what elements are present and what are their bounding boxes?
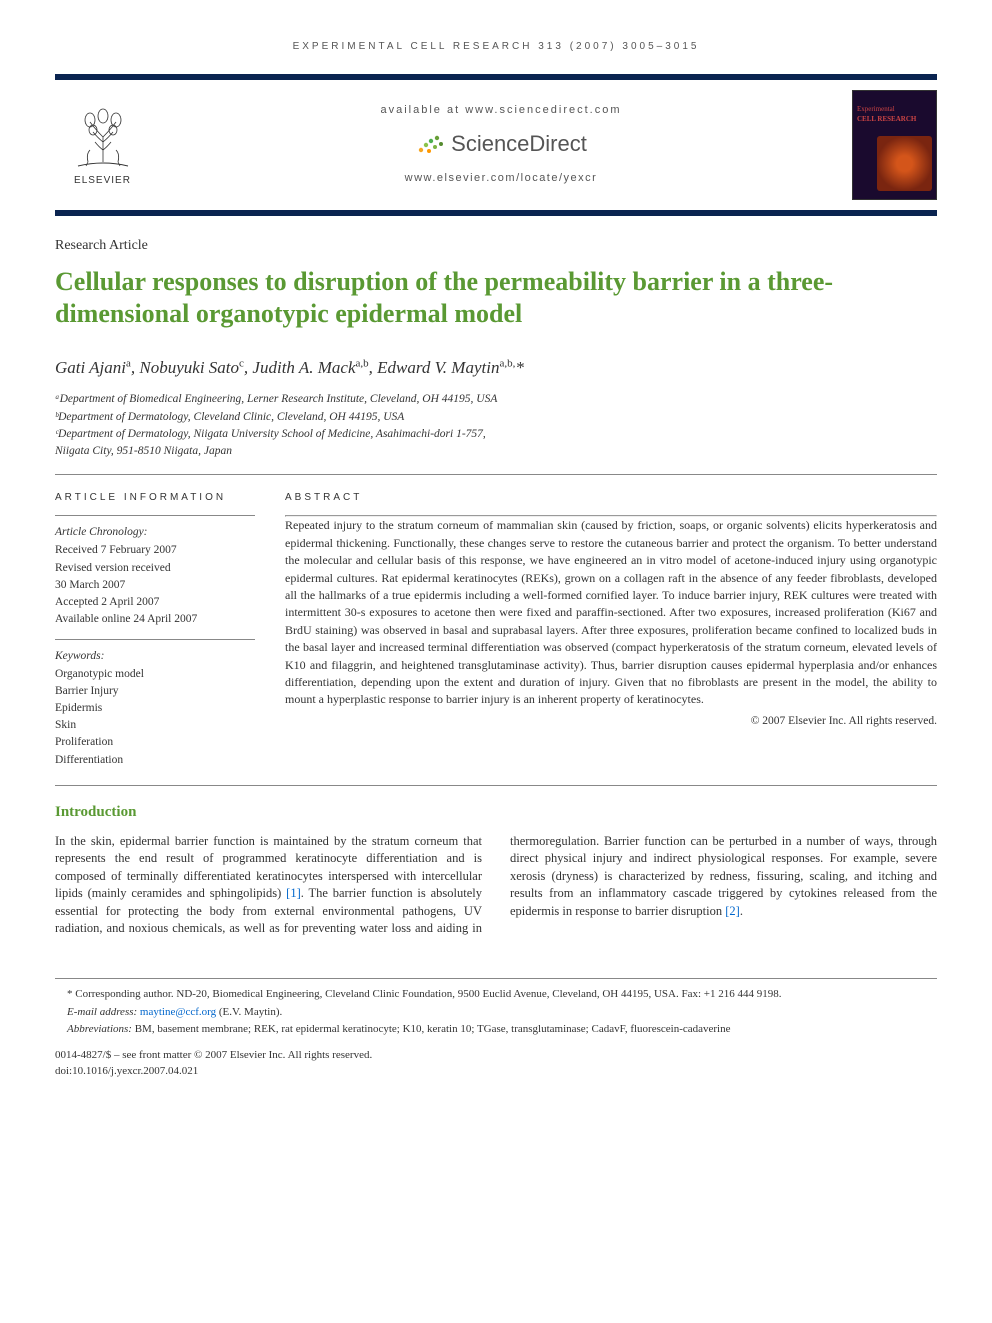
intro-text-2: . The barrier function is absolutely ess… bbox=[55, 834, 937, 936]
abstract-text: Repeated injury to the stratum corneum o… bbox=[285, 517, 937, 708]
email-person: (E.V. Maytin). bbox=[216, 1006, 282, 1018]
banner-center: available at www.sciencedirect.com Scien… bbox=[150, 103, 852, 187]
introduction-body: In the skin, epidermal barrier function … bbox=[55, 833, 937, 938]
email-link[interactable]: maytine@ccf.org bbox=[140, 1006, 216, 1018]
affiliation-c-line2: Niigata City, 951-8510 Niigata, Japan bbox=[55, 443, 937, 460]
author-2: Nobuyuki Satoc bbox=[139, 358, 244, 377]
affiliations: ᵃDepartment of Biomedical Engineering, L… bbox=[55, 391, 937, 460]
ref-link-2[interactable]: [2] bbox=[725, 904, 740, 918]
affiliation-a: ᵃDepartment of Biomedical Engineering, L… bbox=[55, 391, 937, 408]
article-title: Cellular responses to disruption of the … bbox=[55, 266, 937, 331]
abbrev-text: BM, basement membrane; REK, rat epiderma… bbox=[135, 1023, 731, 1035]
page-container: EXPERIMENTAL CELL RESEARCH 313 (2007) 30… bbox=[0, 0, 992, 1109]
keywords-label: Keywords: bbox=[55, 648, 255, 664]
keyword: Barrier Injury bbox=[55, 683, 255, 699]
ref-link-1[interactable]: [1] bbox=[286, 886, 301, 900]
author-1: Gati Ajania bbox=[55, 358, 131, 377]
email-line: E-mail address: maytine@ccf.org (E.V. Ma… bbox=[55, 1005, 937, 1021]
cover-image bbox=[877, 136, 932, 191]
sciencedirect-text: ScienceDirect bbox=[451, 129, 587, 160]
email-label: E-mail address: bbox=[67, 1006, 140, 1018]
sciencedirect-icon bbox=[415, 132, 445, 156]
elsevier-tree-icon bbox=[68, 102, 138, 172]
journal-cover-thumbnail: ExperimentalCELL RESEARCH bbox=[852, 90, 937, 200]
received-date: Received 7 February 2007 bbox=[55, 542, 255, 558]
intro-text-3: . bbox=[740, 904, 743, 918]
article-type: Research Article bbox=[55, 236, 937, 256]
abbrev-label: Abbreviations: bbox=[67, 1023, 135, 1035]
divider bbox=[55, 474, 937, 475]
corresponding-author: * Corresponding author. ND-20, Biomedica… bbox=[55, 987, 937, 1003]
divider bbox=[55, 785, 937, 786]
publication-info: 0014-4827/$ – see front matter © 2007 El… bbox=[55, 1048, 937, 1079]
keyword: Proliferation bbox=[55, 734, 255, 750]
cover-title: ExperimentalCELL RESEARCH bbox=[857, 105, 916, 125]
article-info-heading: ARTICLE INFORMATION bbox=[55, 491, 255, 505]
issn-line: 0014-4827/$ – see front matter © 2007 El… bbox=[55, 1048, 937, 1063]
divider bbox=[55, 515, 255, 516]
accepted-date: Accepted 2 April 2007 bbox=[55, 594, 255, 610]
abstract-column: ABSTRACT Repeated injury to the stratum … bbox=[285, 491, 937, 768]
author-3: Judith A. Macka,b bbox=[252, 358, 368, 377]
author-4: Edward V. Maytina,b,* bbox=[377, 358, 524, 377]
journal-url[interactable]: www.elsevier.com/locate/yexcr bbox=[150, 171, 852, 186]
introduction-heading: Introduction bbox=[55, 802, 937, 823]
divider bbox=[55, 639, 255, 640]
revised-label: Revised version received bbox=[55, 560, 255, 576]
sciencedirect-logo[interactable]: ScienceDirect bbox=[415, 129, 587, 160]
affiliation-b: ᵇDepartment of Dermatology, Cleveland Cl… bbox=[55, 409, 937, 426]
abstract-heading: ABSTRACT bbox=[285, 491, 937, 505]
article-info-column: ARTICLE INFORMATION Article Chronology: … bbox=[55, 491, 255, 768]
online-date: Available online 24 April 2007 bbox=[55, 611, 255, 627]
doi-line: doi:10.1016/j.yexcr.2007.04.021 bbox=[55, 1064, 937, 1079]
elsevier-logo: ELSEVIER bbox=[55, 102, 150, 188]
keyword: Organotypic model bbox=[55, 666, 255, 682]
chronology-label: Article Chronology: bbox=[55, 524, 255, 540]
authors-list: Gati Ajania, Nobuyuki Satoc, Judith A. M… bbox=[55, 356, 937, 380]
available-at-text: available at www.sciencedirect.com bbox=[150, 103, 852, 118]
revised-date: 30 March 2007 bbox=[55, 577, 255, 593]
keyword: Epidermis bbox=[55, 700, 255, 716]
footnotes: * Corresponding author. ND-20, Biomedica… bbox=[55, 978, 937, 1039]
affiliation-c: ᶜDepartment of Dermatology, Niigata Univ… bbox=[55, 426, 937, 443]
keyword: Skin bbox=[55, 717, 255, 733]
elsevier-name: ELSEVIER bbox=[55, 174, 150, 188]
abbreviations: Abbreviations: BM, basement membrane; RE… bbox=[55, 1022, 937, 1038]
publisher-banner: ELSEVIER available at www.sciencedirect.… bbox=[55, 74, 937, 216]
running-head: EXPERIMENTAL CELL RESEARCH 313 (2007) 30… bbox=[55, 40, 937, 54]
abstract-copyright: © 2007 Elsevier Inc. All rights reserved… bbox=[285, 713, 937, 729]
info-abstract-row: ARTICLE INFORMATION Article Chronology: … bbox=[55, 491, 937, 768]
keyword: Differentiation bbox=[55, 752, 255, 768]
